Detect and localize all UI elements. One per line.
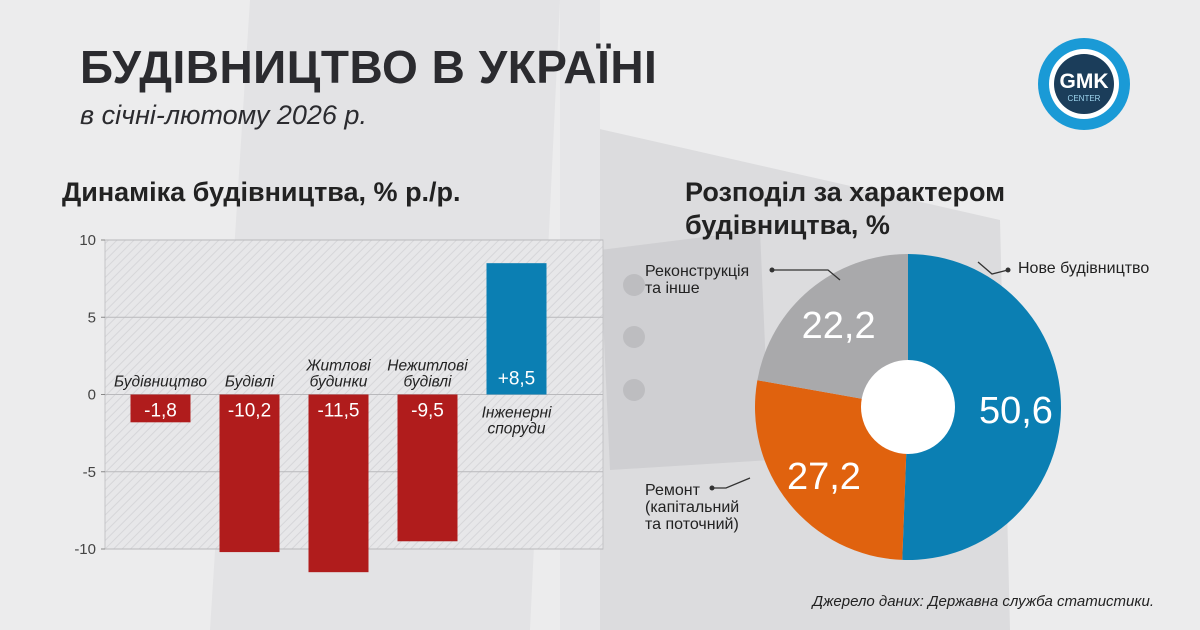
- slice-value-label: 27,2: [787, 456, 861, 498]
- leader-dot: [769, 267, 775, 273]
- category-label: Нежитлові будівлі: [387, 358, 468, 391]
- y-tick-label: -10: [74, 541, 96, 558]
- slice-value-label: 50,6: [979, 390, 1053, 432]
- category-label: Інженерні споруди: [482, 405, 552, 438]
- leader-line: [772, 269, 841, 281]
- bar-value-label: +8,5: [498, 369, 536, 390]
- slice-value-label: 22,2: [802, 305, 876, 347]
- y-tick-label: 5: [88, 309, 96, 326]
- donut-slice-new: [902, 254, 1061, 560]
- leader-dot: [1005, 267, 1011, 273]
- bar-chart: 10 5 0 -5 -10 -1,8 Будівництво -10,2 Будівлі -11,…: [74, 232, 604, 573]
- y-tick-label: 0: [88, 387, 96, 404]
- y-tick-label: -5: [83, 464, 96, 481]
- leader-dot: [709, 485, 715, 491]
- pie-chart-title: Розподіл за характером будівництва, %: [685, 177, 1006, 240]
- logo-brand: GMK: [1060, 70, 1109, 93]
- bar: [397, 394, 458, 542]
- bar: [486, 263, 547, 395]
- category-label: Житлові будинки: [305, 358, 371, 391]
- donut-hole: [861, 360, 955, 454]
- leader-line: [977, 261, 1009, 275]
- bar-chart-title: Динаміка будівництва, % р./р.: [62, 177, 461, 207]
- bar: [219, 394, 280, 553]
- bar-value-label: -11,5: [318, 401, 360, 422]
- bar-value-label: -1,8: [144, 401, 177, 422]
- source-note: Джерело даних: Державна служба статистик…: [812, 593, 1154, 610]
- bar-value-label: -10,2: [228, 401, 271, 422]
- slice-category-label: Реконструкція та інше: [645, 263, 749, 297]
- page-subtitle: в січні-лютому 2026 р.: [80, 100, 367, 130]
- y-tick-label: 10: [79, 232, 96, 249]
- slice-category-label: Нове будівництво: [1018, 260, 1149, 277]
- logo-sub: CENTER: [1068, 94, 1101, 103]
- gmk-center-logo: GMK CENTER: [1038, 38, 1130, 130]
- bar: [308, 394, 369, 573]
- leader-line: [712, 477, 751, 489]
- category-label: Будівлі: [225, 374, 275, 391]
- category-label: Будівництво: [114, 374, 207, 391]
- bar-value-label: -9,5: [411, 401, 444, 422]
- donut-chart: 50,6 27,2 22,2 Нове будівництво Ремонт (капіт…: [645, 254, 1149, 560]
- donut-slice-reconstruction: [757, 254, 908, 407]
- slice-category-label: Ремонт (капітальний та поточний): [645, 482, 739, 533]
- bar: [130, 394, 191, 423]
- page-title: БУДІВНИЦТВО В УКРАЇНІ: [80, 41, 658, 93]
